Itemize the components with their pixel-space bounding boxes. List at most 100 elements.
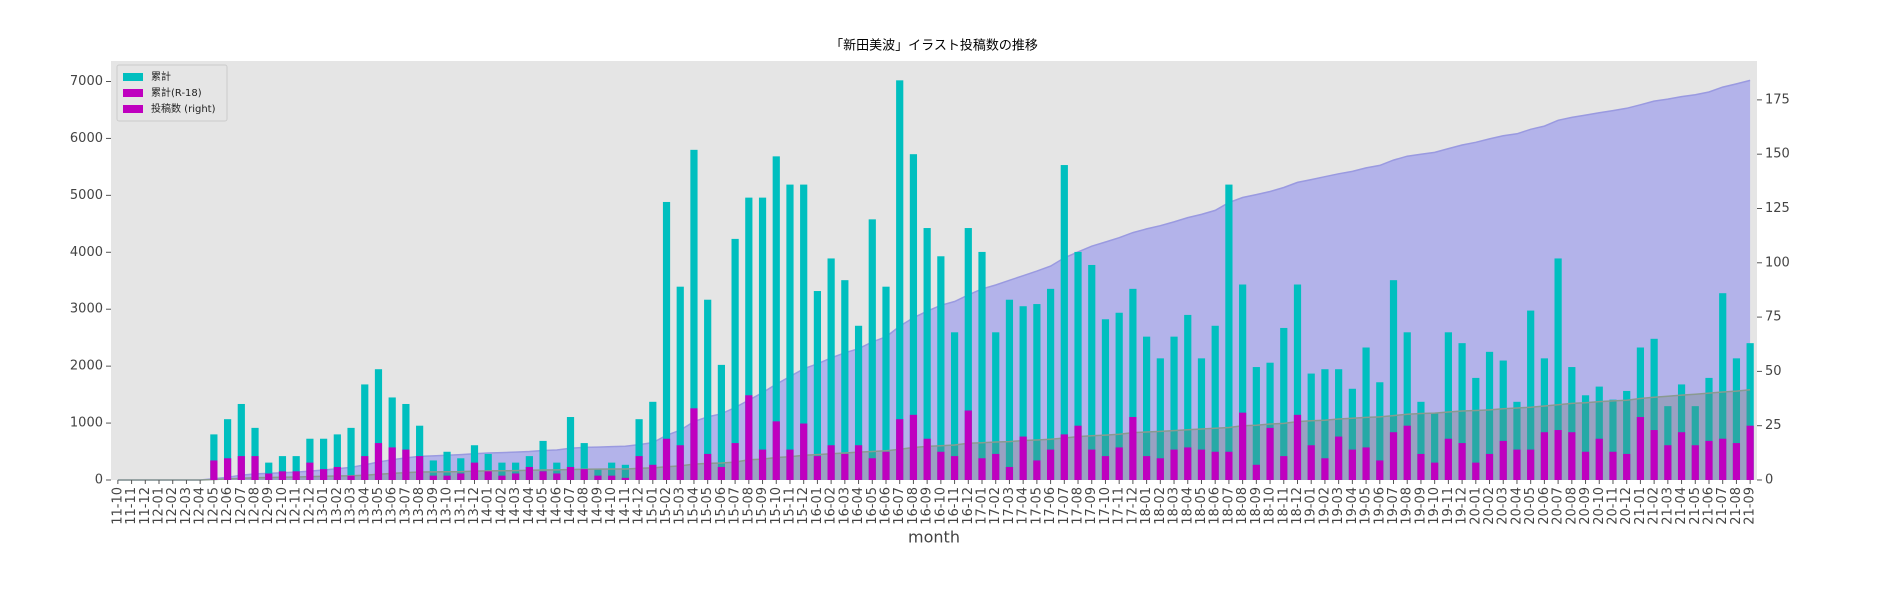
- bar: [621, 464, 629, 480]
- bar: [306, 462, 314, 480]
- bar: [882, 286, 890, 480]
- bar: [1691, 406, 1699, 480]
- bar: [635, 419, 643, 480]
- bar: [1664, 445, 1672, 480]
- x-tick-label: 20-10: [1592, 487, 1607, 525]
- bar: [1060, 434, 1068, 480]
- bar: [1719, 438, 1727, 480]
- bar: [278, 471, 287, 480]
- x-tick-label: 12-03: [179, 487, 194, 525]
- x-tick-label: 20-09: [1578, 487, 1593, 525]
- bar: [388, 397, 396, 480]
- bar: [361, 384, 369, 480]
- bar: [786, 184, 794, 480]
- bar: [896, 80, 904, 480]
- bar: [1403, 332, 1411, 480]
- bar: [868, 219, 876, 481]
- x-tick-label: 16-05: [865, 487, 880, 525]
- bar: [1348, 388, 1356, 480]
- legend-swatch: [123, 89, 143, 97]
- x-tick-label: 13-11: [453, 487, 468, 525]
- x-tick-label: 17-10: [1098, 487, 1113, 525]
- bar: [690, 408, 698, 480]
- bar: [306, 438, 314, 480]
- bar: [265, 473, 273, 480]
- x-tick-label: 19-01: [1304, 487, 1319, 525]
- bar: [1705, 377, 1713, 480]
- bar: [333, 434, 341, 480]
- bar: [854, 325, 863, 480]
- x-tick-label: 21-05: [1688, 487, 1703, 525]
- x-tick-label: 12-10: [275, 487, 290, 525]
- bar: [237, 403, 245, 480]
- bar: [964, 410, 972, 480]
- bar: [1348, 449, 1356, 480]
- bar: [1252, 367, 1260, 480]
- x-tick-label: 14-11: [618, 487, 633, 525]
- bar: [978, 251, 986, 480]
- bar: [745, 197, 753, 480]
- bar: [553, 473, 561, 480]
- bar: [1376, 460, 1384, 480]
- x-tick-label: 18-07: [1221, 487, 1236, 525]
- bar: [1211, 325, 1219, 480]
- bar: [950, 456, 959, 480]
- bar: [580, 443, 588, 480]
- bar: [1005, 466, 1014, 480]
- bar: [1307, 373, 1315, 480]
- x-tick-label: 12-04: [193, 487, 208, 525]
- bar: [662, 438, 671, 480]
- x-tick-label: 17-04: [1016, 487, 1031, 525]
- bar: [374, 369, 383, 480]
- bar: [251, 427, 259, 480]
- bar: [278, 456, 287, 480]
- bar: [416, 425, 424, 480]
- bar: [704, 299, 712, 480]
- bar: [1527, 310, 1535, 480]
- x-tick-label: 21-09: [1743, 487, 1758, 525]
- y-tick-label: 7000: [70, 74, 103, 89]
- x-tick-label: 18-05: [1194, 487, 1209, 525]
- bar: [1156, 358, 1164, 480]
- y2-tick-label: 75: [1765, 310, 1782, 325]
- bar: [964, 228, 972, 480]
- bar: [841, 280, 849, 480]
- bar: [1143, 336, 1151, 480]
- x-tick-label: 20-03: [1496, 487, 1511, 525]
- x-tick-label: 18-12: [1290, 487, 1305, 525]
- bar: [1485, 453, 1494, 480]
- bar: [690, 149, 698, 480]
- x-tick-label: 16-12: [961, 487, 976, 525]
- bar: [813, 456, 822, 480]
- bar: [594, 475, 602, 480]
- x-tick-label: 19-03: [1331, 487, 1346, 525]
- x-tick-label: 17-11: [1112, 487, 1127, 525]
- bar: [1101, 319, 1110, 480]
- bar: [1554, 258, 1562, 480]
- bar: [251, 456, 259, 480]
- x-tick-label: 17-03: [1002, 487, 1017, 525]
- bar: [429, 460, 437, 480]
- bar: [1581, 395, 1590, 480]
- bar: [608, 475, 616, 480]
- bar: [1705, 440, 1713, 480]
- x-tick-label: 18-10: [1263, 487, 1278, 525]
- bar: [1636, 347, 1645, 480]
- x-tick-label: 11-11: [124, 487, 139, 525]
- x-tick-label: 16-08: [906, 487, 921, 525]
- y-tick-label: 0: [95, 473, 103, 488]
- x-tick-label: 17-06: [1043, 487, 1058, 525]
- x-tick-label: 17-09: [1084, 487, 1099, 525]
- bar: [1650, 338, 1658, 480]
- bar: [361, 456, 369, 480]
- bar: [1444, 438, 1452, 480]
- bar: [1677, 432, 1686, 480]
- legend-swatch: [123, 73, 143, 81]
- bar: [580, 469, 588, 480]
- bar: [498, 475, 506, 480]
- x-tick-label: 11-12: [138, 487, 153, 525]
- legend-box: [116, 64, 228, 122]
- bar: [1019, 436, 1027, 480]
- bar: [1046, 449, 1055, 480]
- bar: [717, 466, 725, 480]
